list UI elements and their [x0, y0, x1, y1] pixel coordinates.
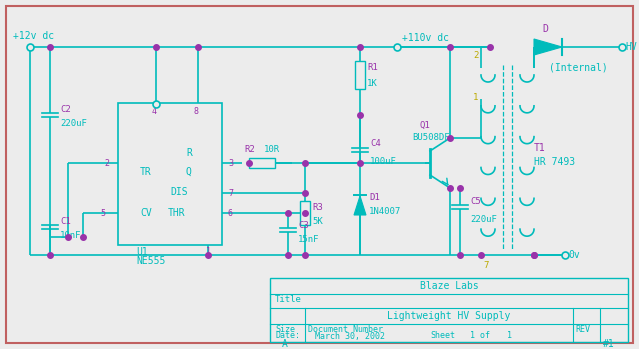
Text: HV: HV — [625, 42, 636, 52]
Text: March 30, 2002: March 30, 2002 — [315, 332, 385, 341]
Text: 10nF: 10nF — [60, 230, 82, 239]
Text: R: R — [186, 148, 192, 158]
Text: 5K: 5K — [312, 216, 323, 225]
Text: T1: T1 — [534, 143, 546, 153]
Text: 10R: 10R — [264, 144, 280, 154]
Text: C5: C5 — [470, 196, 481, 206]
Text: 2: 2 — [104, 158, 109, 168]
Text: Date:: Date: — [275, 332, 300, 341]
Polygon shape — [534, 39, 562, 55]
Text: 4: 4 — [152, 106, 157, 116]
Bar — [355, 61, 365, 89]
Text: 2: 2 — [473, 51, 479, 59]
Text: HR 7493: HR 7493 — [534, 157, 575, 167]
Text: DIS: DIS — [170, 187, 188, 197]
Text: 15nF: 15nF — [298, 236, 320, 245]
Text: (Internal): (Internal) — [549, 62, 608, 72]
Text: C1: C1 — [60, 216, 71, 225]
Text: REV: REV — [575, 326, 590, 334]
Text: C4: C4 — [370, 140, 381, 149]
Text: R2: R2 — [244, 144, 255, 154]
Text: Document Number: Document Number — [308, 326, 383, 334]
Bar — [118, 103, 222, 245]
Text: C2: C2 — [60, 104, 71, 113]
Text: 1K: 1K — [367, 79, 378, 88]
Bar — [249, 158, 275, 168]
Text: D1: D1 — [369, 193, 380, 202]
Text: Size: Size — [275, 326, 295, 334]
Text: A: A — [282, 339, 288, 349]
Text: U1: U1 — [136, 247, 148, 257]
Bar — [300, 201, 310, 225]
Text: +110v dc: +110v dc — [402, 33, 449, 43]
Text: Q1: Q1 — [420, 120, 431, 129]
Text: 220uF: 220uF — [60, 119, 87, 127]
Text: Blaze Labs: Blaze Labs — [420, 281, 479, 291]
Text: 1: 1 — [473, 92, 479, 102]
Text: 8: 8 — [194, 106, 199, 116]
Polygon shape — [354, 196, 366, 215]
Text: Title: Title — [275, 296, 302, 304]
Text: CV: CV — [140, 208, 151, 218]
Text: 1: 1 — [206, 246, 211, 255]
Text: NE555: NE555 — [136, 256, 166, 266]
Text: Lightweight HV Supply: Lightweight HV Supply — [387, 311, 511, 321]
Text: +12v dc: +12v dc — [13, 31, 54, 41]
Text: Q: Q — [186, 167, 192, 177]
Text: 7: 7 — [483, 260, 488, 269]
Text: BU508DF: BU508DF — [412, 133, 450, 141]
Text: 1N4007: 1N4007 — [369, 207, 401, 215]
Text: Sheet: Sheet — [430, 332, 455, 341]
Text: R3: R3 — [312, 202, 323, 211]
Text: 5: 5 — [100, 208, 105, 217]
Text: 7: 7 — [228, 188, 233, 198]
Text: 0v: 0v — [568, 250, 580, 260]
Text: 6: 6 — [228, 208, 233, 217]
Text: 100uF: 100uF — [370, 157, 397, 166]
Text: 1: 1 — [507, 332, 512, 341]
Text: R1: R1 — [367, 62, 378, 72]
Text: 220uF: 220uF — [470, 215, 497, 223]
Text: C3: C3 — [298, 222, 309, 230]
Text: 3: 3 — [228, 158, 233, 168]
Text: 1 of: 1 of — [470, 332, 490, 341]
Bar — [270, 278, 628, 342]
Text: TR: TR — [140, 167, 151, 177]
Text: THR: THR — [168, 208, 185, 218]
Text: D: D — [542, 24, 548, 34]
Text: #1: #1 — [603, 339, 615, 349]
